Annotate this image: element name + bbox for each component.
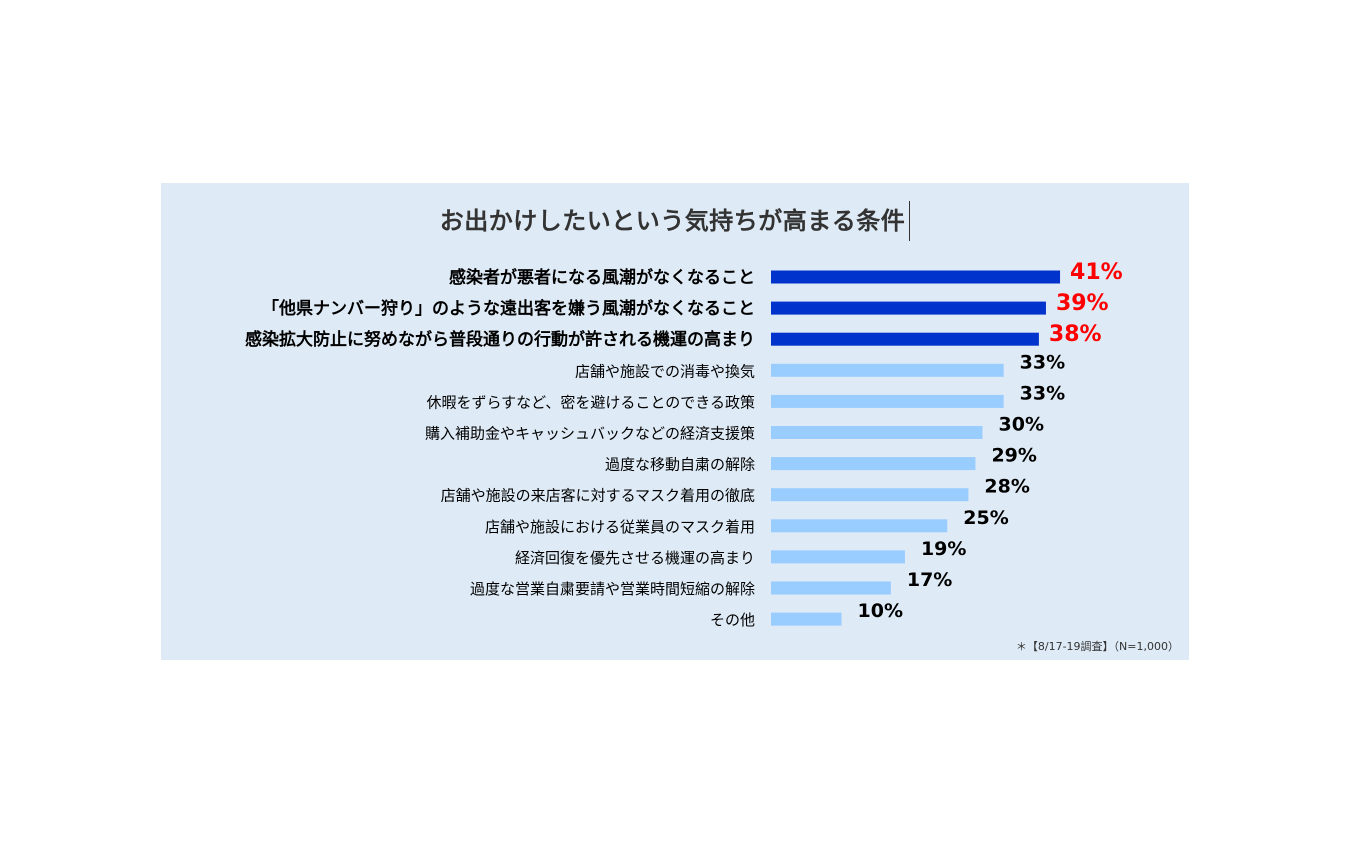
value-label: 29%	[991, 445, 1036, 467]
value-label: 39%	[1056, 291, 1109, 316]
value-label: 38%	[1049, 322, 1102, 347]
category-label: 経済回復を優先させる機運の高まり	[515, 549, 755, 567]
value-label: 19%	[921, 538, 966, 560]
bar	[771, 270, 1061, 284]
category-label: 購入補助金やキャッシュバックなどの経済支援策	[425, 425, 755, 443]
value-label: 33%	[1020, 351, 1065, 373]
bar	[771, 612, 842, 626]
bar	[771, 488, 969, 502]
bar-chart: 感染者が悪者になる風潮がなくなること 41% 「他県ナンバー狩り」のような遠出客を嫌…	[245, 260, 1123, 629]
bar	[771, 363, 1004, 377]
bar	[771, 301, 1046, 315]
category-label: 過度な営業自粛要請や営業時間短縮の解除	[470, 580, 755, 598]
chart-title-row: お出かけしたいという気持ちが高まる条件	[161, 201, 1189, 241]
category-label: 店舗や施設の来店客に対するマスク着用の徹底	[441, 487, 755, 505]
bar	[771, 581, 891, 595]
value-label: 41%	[1070, 260, 1123, 285]
value-label: 25%	[963, 507, 1008, 529]
category-label: 店舗や施設における従業員のマスク着用	[485, 518, 755, 536]
category-label: 感染拡大防止に努めながら普段通りの行動が許される機運の高まり	[245, 329, 755, 350]
bar	[771, 550, 905, 564]
bar	[771, 519, 948, 533]
bar	[771, 394, 1004, 408]
chart-title: お出かけしたいという気持ちが高まる条件	[440, 201, 911, 241]
value-label: 30%	[999, 414, 1044, 436]
category-label: 「他県ナンバー狩り」のような遠出客を嫌う風潮がなくなること	[262, 298, 755, 319]
bar	[771, 332, 1039, 346]
chart-panel: お出かけしたいという気持ちが高まる条件 感染者が悪者になる風潮がなくなること 41…	[161, 183, 1189, 660]
bar	[771, 426, 983, 439]
survey-note: ＊【8/17-19調査】（N=1,000）	[1015, 640, 1179, 653]
value-label: 17%	[907, 569, 952, 591]
value-label: 10%	[858, 600, 903, 622]
category-label: 感染者が悪者になる風潮がなくなること	[449, 267, 755, 288]
category-label: 店舗や施設での消毒や換気	[575, 362, 755, 380]
bar	[771, 457, 976, 471]
category-label: その他	[710, 611, 755, 629]
value-label: 28%	[984, 476, 1029, 498]
value-label: 33%	[1020, 382, 1065, 404]
category-label: 休暇をずらすなど、密を避けることのできる政策	[426, 393, 755, 411]
category-label: 過度な移動自粛の解除	[605, 456, 755, 474]
